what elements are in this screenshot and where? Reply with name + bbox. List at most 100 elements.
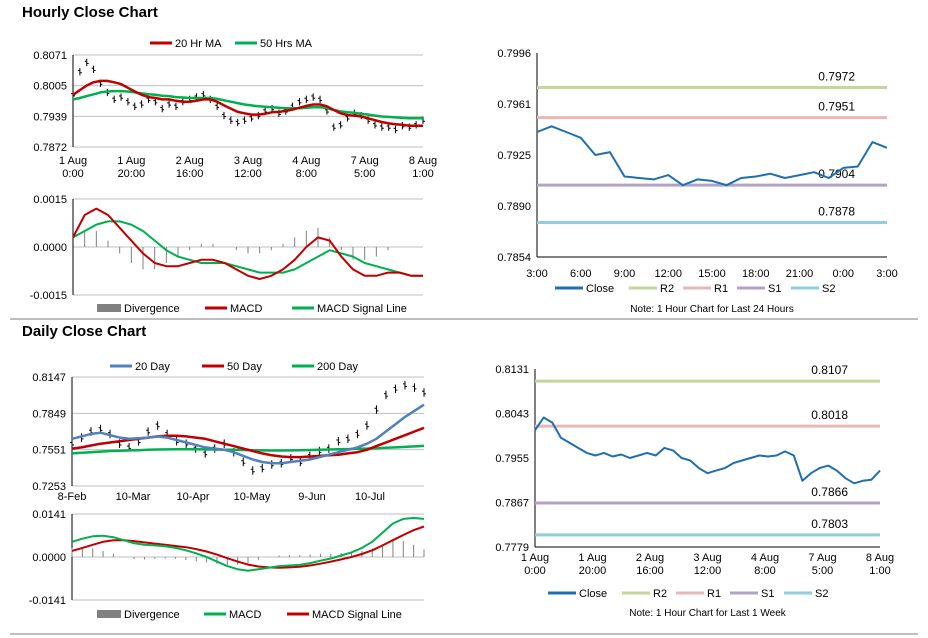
daily-levels-y-tick: 0.8131 <box>495 364 529 376</box>
hourly-price-x-tick: 8:00 <box>296 168 317 180</box>
daily-levels-r2-level-label: 0.8107 <box>811 363 848 377</box>
legend-20hr-ma-label: 20 Hr MA <box>175 38 222 50</box>
hourly-levels-x-tick: 12:00 <box>654 268 682 280</box>
daily-levels-legend-s1-label: S1 <box>761 588 774 600</box>
daily-levels-x-tick: 1:00 <box>869 565 890 577</box>
daily-macd-y-tick: -0.0141 <box>29 595 66 607</box>
daily-levels-x-tick: 12:00 <box>694 565 722 577</box>
daily-levels-x-tick: 2 Aug <box>636 552 664 564</box>
daily-levels-x-tick: 0:00 <box>524 565 545 577</box>
hourly-close-chart-title: Hourly Close Chart <box>22 4 158 21</box>
hourly-levels-s1-level-label: 0.7904 <box>818 167 855 181</box>
daily-levels-x-tick: 7 Aug <box>808 552 836 564</box>
daily-macd-y-tick: 0.0141 <box>32 509 66 521</box>
daily-20day-line <box>71 403 425 465</box>
hourly-price-y-tick: 0.8005 <box>33 81 67 93</box>
hourly-price-x-tick: 4 Aug <box>292 155 320 167</box>
daily-levels-y-tick: 0.7867 <box>495 498 529 510</box>
daily-levels-x-tick: 16:00 <box>636 565 664 577</box>
hourly-levels-x-tick: 3:00 <box>526 268 547 280</box>
daily-price-x-tick: 10-Mar <box>116 491 151 503</box>
daily-price-x-tick: 10-Apr <box>176 491 209 503</box>
hourly-levels-close-line <box>536 125 888 187</box>
daily-levels-x-tick: 20:00 <box>579 565 607 577</box>
hourly-levels-y-tick: 0.7996 <box>497 48 531 60</box>
daily-macd-line <box>71 517 425 572</box>
legend-200-day-label: 200 Day <box>317 361 358 373</box>
daily-levels-r1-level-label: 0.8018 <box>811 408 848 422</box>
daily-levels-x-tick: 3 Aug <box>693 552 721 564</box>
hourly-levels-r1-level-label: 0.7951 <box>818 100 855 114</box>
hourly-macd-y-tick: -0.0015 <box>30 290 67 302</box>
daily-close-chart-title: Daily Close Chart <box>22 323 147 340</box>
hourly-levels-legend-s1-label: S1 <box>768 283 781 295</box>
legend-50-day-label: 50 Day <box>227 361 262 373</box>
hourly-levels-x-tick: 18:00 <box>742 268 770 280</box>
daily-levels-legend-r1-label: R1 <box>707 588 721 600</box>
legend-hourly-divergence-label: Divergence <box>124 303 180 315</box>
hourly-macd-y-tick: 0.0015 <box>33 194 67 206</box>
daily-levels-x-tick: 8 Aug <box>866 552 894 564</box>
hourly-price-x-tick: 8 Aug <box>409 155 437 167</box>
daily-levels-y-tick: 0.7779 <box>495 542 529 554</box>
hourly-levels-x-tick: 21:00 <box>786 268 814 280</box>
legend-daily-divergence-label: Divergence <box>124 609 180 621</box>
hourly-levels-x-tick: 9:00 <box>614 268 635 280</box>
hourly-price-x-tick: 2 Aug <box>176 155 204 167</box>
hourly-price-x-tick: 0:00 <box>62 168 83 180</box>
daily-levels-legend-s2-label: S2 <box>815 588 828 600</box>
daily-levels-x-tick: 5:00 <box>812 565 833 577</box>
hourly-levels-y-tick: 0.7961 <box>497 99 531 111</box>
hourly-levels-x-tick: 15:00 <box>698 268 726 280</box>
legend-daily-divergence-swatch <box>97 610 121 618</box>
hourly-levels-x-tick: 0:00 <box>833 268 854 280</box>
hourly-price-x-tick: 1 Aug <box>117 155 145 167</box>
daily-price-y-tick: 0.7551 <box>32 445 66 457</box>
daily-levels-y-tick: 0.7955 <box>495 453 529 465</box>
daily-price-x-tick: 10-May <box>234 491 271 503</box>
daily-levels-s1-level-label: 0.7866 <box>811 485 848 499</box>
daily-price-x-tick: 10-Jul <box>355 491 385 503</box>
legend-daily-macd-label: MACD <box>229 609 261 621</box>
daily-levels-x-tick: 8:00 <box>754 565 775 577</box>
hourly-macd-signal-line <box>72 220 423 277</box>
hourly-levels-note: Note: 1 Hour Chart for Last 24 Hours <box>630 304 793 315</box>
hourly-price-x-tick: 20:00 <box>118 168 146 180</box>
daily-levels-legend-close-label: Close <box>579 588 607 600</box>
hourly-levels-y-tick: 0.7890 <box>497 201 531 213</box>
legend-hourly-divergence-swatch <box>97 304 121 312</box>
hourly-levels-x-tick: 6:00 <box>570 268 591 280</box>
hourly-levels-y-tick: 0.7925 <box>497 150 531 162</box>
hourly-levels-r2-level-label: 0.7972 <box>818 69 855 83</box>
hourly-macd-line <box>72 207 423 280</box>
hourly-levels-x-tick: 3:00 <box>876 268 897 280</box>
hourly-levels-s2-level-label: 0.7878 <box>818 205 855 219</box>
hourly-levels-y-tick: 0.7854 <box>497 252 531 264</box>
daily-macd-signal-line <box>71 525 425 569</box>
daily-price-y-tick: 0.7253 <box>32 481 66 493</box>
hourly-20hr-ma-line <box>72 79 423 127</box>
daily-levels-x-tick: 1 Aug <box>521 552 549 564</box>
hourly-price-x-tick: 12:00 <box>234 168 262 180</box>
legend-20-day-label: 20 Day <box>135 361 170 373</box>
daily-levels-y-tick: 0.8043 <box>495 409 529 421</box>
hourly-price-x-tick: 16:00 <box>176 168 204 180</box>
legend-hourly-macd-signal-label: MACD Signal Line <box>317 303 407 315</box>
hourly-price-y-tick: 0.8071 <box>33 50 67 62</box>
hourly-price-x-tick: 1:00 <box>412 168 433 180</box>
legend-hourly-macd-label: MACD <box>230 303 262 315</box>
daily-price-x-tick: 8-Feb <box>58 491 87 503</box>
hourly-price-y-tick: 0.7939 <box>33 111 67 123</box>
hourly-levels-legend-s2-label: S2 <box>822 283 835 295</box>
daily-macd-y-tick: 0.0000 <box>32 552 66 564</box>
hourly-levels-legend-close-label: Close <box>586 283 614 295</box>
hourly-price-y-tick: 0.7872 <box>33 142 67 154</box>
hourly-levels-legend-r1-label: R1 <box>714 283 728 295</box>
legend-daily-macd-signal-label: MACD Signal Line <box>312 609 402 621</box>
daily-price-x-tick: 9-Jun <box>298 491 326 503</box>
daily-price-y-tick: 0.8147 <box>32 372 66 384</box>
hourly-macd-y-tick: 0.0000 <box>33 242 67 254</box>
daily-price-y-tick: 0.7849 <box>32 408 66 420</box>
daily-levels-close-line <box>534 416 881 485</box>
